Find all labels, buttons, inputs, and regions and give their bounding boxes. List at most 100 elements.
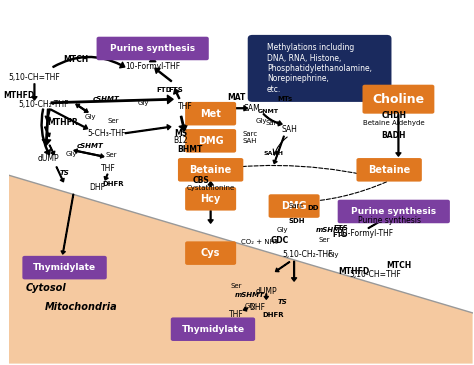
Text: Gly: Gly (84, 114, 96, 120)
Text: GDC: GDC (271, 236, 289, 245)
Text: MAT: MAT (227, 93, 246, 102)
FancyBboxPatch shape (248, 35, 392, 102)
Text: SAM: SAM (244, 104, 261, 113)
Text: Cys: Cys (201, 248, 220, 258)
Text: dUMP: dUMP (37, 154, 59, 164)
FancyArrowPatch shape (243, 307, 247, 311)
FancyArrowPatch shape (32, 84, 37, 100)
FancyBboxPatch shape (97, 37, 209, 60)
FancyArrowPatch shape (208, 182, 213, 205)
Text: DHFR: DHFR (102, 181, 124, 187)
FancyBboxPatch shape (22, 256, 107, 279)
Text: BHMT: BHMT (177, 145, 202, 154)
Text: Hcy: Hcy (201, 194, 221, 204)
FancyBboxPatch shape (178, 158, 243, 182)
Text: B12: B12 (173, 137, 188, 145)
FancyBboxPatch shape (185, 187, 236, 211)
Text: Thymidylate: Thymidylate (182, 325, 245, 334)
Text: 5,10-CH=THF: 5,10-CH=THF (9, 73, 60, 82)
Text: DMG: DMG (198, 136, 223, 146)
FancyArrowPatch shape (56, 167, 64, 182)
Text: Betaine Aldehyde: Betaine Aldehyde (363, 120, 425, 126)
Text: Ser: Ser (108, 118, 119, 124)
Text: FTD: FTD (156, 87, 172, 93)
FancyArrowPatch shape (391, 203, 396, 211)
FancyArrowPatch shape (49, 145, 55, 155)
Text: MS: MS (174, 129, 187, 138)
Text: MTHFD: MTHFD (339, 267, 370, 276)
FancyArrowPatch shape (155, 68, 172, 82)
FancyArrowPatch shape (174, 89, 180, 99)
Text: 5,10-CH₂-THF: 5,10-CH₂-THF (18, 100, 69, 109)
FancyBboxPatch shape (171, 318, 255, 341)
FancyArrowPatch shape (264, 294, 268, 299)
Text: MTCH: MTCH (386, 261, 411, 270)
Text: Gly: Gly (277, 227, 288, 233)
FancyArrowPatch shape (42, 109, 51, 145)
FancyArrowPatch shape (53, 57, 125, 68)
Text: Gly: Gly (244, 303, 256, 309)
Text: mSHMT: mSHMT (235, 292, 265, 298)
Text: CHDH: CHDH (381, 111, 406, 120)
Text: DHF: DHF (249, 303, 265, 312)
Text: Cystathionine: Cystathionine (186, 185, 235, 191)
Text: cSHMT: cSHMT (93, 96, 119, 102)
Text: 5,10-CH=THF: 5,10-CH=THF (349, 270, 401, 279)
Text: 5-CH₃-THF: 5-CH₃-THF (87, 129, 126, 138)
Text: MTCH: MTCH (64, 55, 89, 64)
Text: cSHMT: cSHMT (77, 143, 103, 149)
Text: Purine synthesis: Purine synthesis (358, 216, 420, 225)
Text: Gly: Gly (137, 100, 149, 106)
FancyBboxPatch shape (185, 102, 236, 126)
FancyArrowPatch shape (292, 261, 297, 281)
Text: Sarc: Sarc (289, 203, 304, 209)
FancyArrowPatch shape (45, 127, 50, 137)
Text: CBS: CBS (193, 176, 210, 185)
Text: Sarc: Sarc (242, 131, 258, 137)
Text: dUMP: dUMP (255, 287, 277, 296)
Text: Purine synthesis: Purine synthesis (110, 44, 195, 53)
Text: DD: DD (307, 205, 319, 211)
FancyArrowPatch shape (74, 149, 104, 157)
Text: Betaine: Betaine (368, 165, 410, 175)
FancyArrowPatch shape (74, 150, 104, 158)
FancyArrowPatch shape (76, 104, 88, 112)
Text: FTD: FTD (333, 232, 348, 238)
Text: MTHFR: MTHFR (47, 118, 78, 127)
FancyArrowPatch shape (208, 211, 213, 223)
Text: Gly: Gly (328, 252, 339, 258)
Text: BADH: BADH (382, 131, 406, 140)
Text: Ser: Ser (230, 283, 242, 289)
Text: 10-Formyl-THF: 10-Formyl-THF (338, 229, 393, 238)
Text: SAH: SAH (282, 126, 297, 134)
Text: Choline: Choline (373, 93, 425, 106)
Text: DHF: DHF (89, 184, 105, 192)
FancyArrowPatch shape (368, 214, 392, 228)
FancyArrowPatch shape (263, 114, 282, 126)
FancyArrowPatch shape (396, 115, 401, 156)
FancyArrowPatch shape (51, 95, 173, 104)
Text: THF: THF (178, 102, 192, 111)
Text: Betaine: Betaine (190, 165, 232, 175)
Text: SDH: SDH (288, 218, 305, 223)
Text: GNMT: GNMT (258, 110, 279, 114)
Text: Met: Met (200, 109, 221, 119)
FancyArrowPatch shape (228, 106, 247, 111)
Text: Sarc: Sarc (265, 120, 281, 126)
Text: TS: TS (278, 299, 287, 305)
Text: Methylations including
DNA, RNA, Histone,
Phosphatidylethanolamine,
Norepinephri: Methylations including DNA, RNA, Histone… (267, 43, 372, 94)
Text: MTs: MTs (277, 96, 292, 102)
Text: Ser: Ser (105, 152, 117, 158)
FancyBboxPatch shape (356, 158, 422, 182)
FancyBboxPatch shape (269, 194, 319, 218)
FancyArrowPatch shape (179, 116, 187, 131)
FancyBboxPatch shape (363, 85, 434, 114)
FancyBboxPatch shape (185, 129, 236, 153)
Text: 10-Formyl-THF: 10-Formyl-THF (125, 62, 180, 71)
FancyArrowPatch shape (51, 109, 88, 129)
FancyArrowPatch shape (46, 109, 50, 120)
Text: MTHFD: MTHFD (3, 91, 35, 100)
Text: Cytosol: Cytosol (26, 283, 66, 292)
Text: TS: TS (60, 170, 70, 176)
Text: DMG: DMG (281, 201, 307, 211)
